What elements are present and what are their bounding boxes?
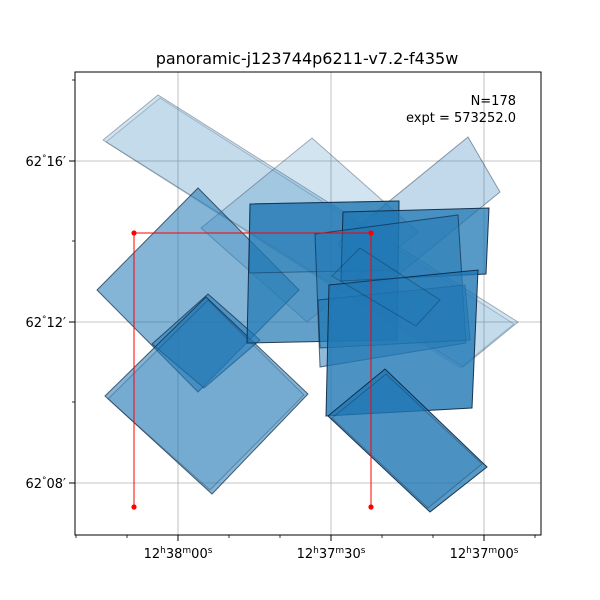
axis-ticks	[69, 79, 536, 541]
x-tick-label: 12h38m00s	[144, 546, 213, 562]
selection-box	[131, 230, 374, 510]
annotation-exposure: expt = 573252.0	[406, 111, 516, 126]
x-tick-labels: 12h38m00s 12h37m30s 12h37m00s	[144, 546, 519, 562]
y-tick-label: 62°16′	[25, 154, 66, 170]
selection-outline	[133, 232, 372, 507]
y-tick-label: 62°08′	[25, 476, 66, 492]
selection-corner-marker	[368, 504, 374, 510]
exposure-footprint	[107, 299, 305, 491]
selection-corner-marker	[131, 230, 137, 236]
selection-corner-marker	[131, 504, 137, 510]
exposure-footprint	[331, 373, 483, 509]
annotation-block: N=178 expt = 573252.0	[406, 94, 516, 126]
plot-area	[69, 71, 542, 541]
exposure-footprint	[327, 368, 488, 513]
exposure-footprint	[104, 296, 309, 495]
chart-title: panoramic-j123744p6211-v7.2-f435w	[156, 49, 459, 68]
annotation-count: N=178	[471, 94, 516, 109]
exposure-footprint	[325, 269, 479, 417]
x-tick-label: 12h37m00s	[450, 546, 519, 562]
axes-frame	[74, 71, 542, 536]
selection-corner-marker	[368, 230, 374, 236]
x-tick-label: 12h37m30s	[297, 546, 366, 562]
y-tick-label: 62°12′	[25, 315, 66, 331]
y-tick-labels: 62°08′ 62°12′ 62°16′	[25, 154, 66, 492]
footprint-layer	[96, 94, 519, 513]
exposure-footprint	[331, 247, 441, 327]
